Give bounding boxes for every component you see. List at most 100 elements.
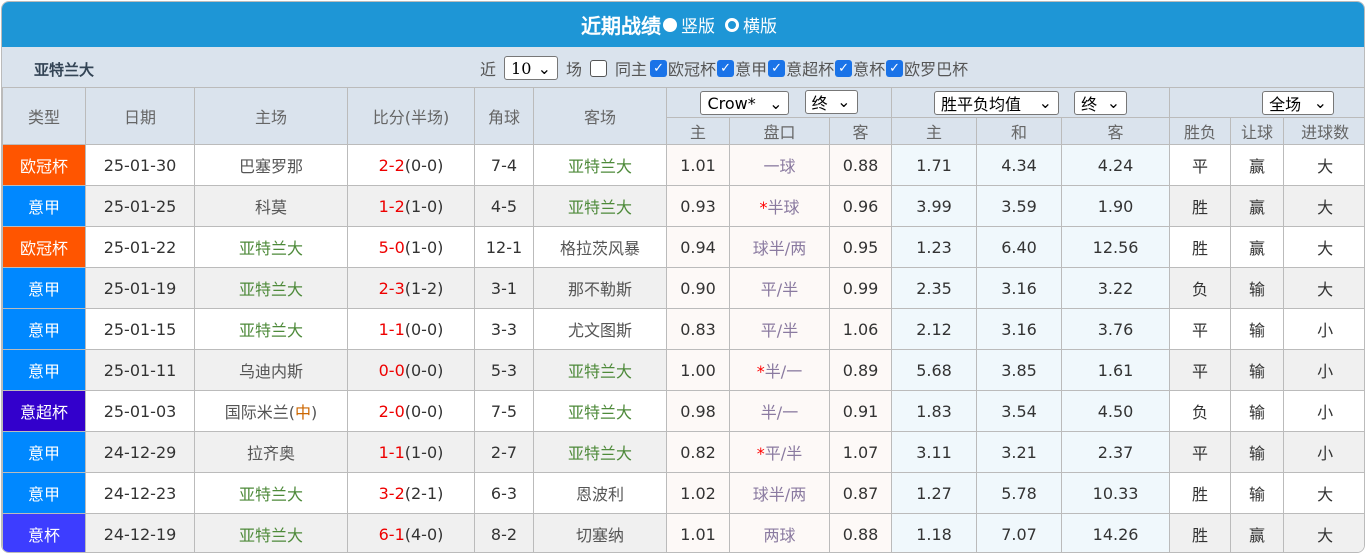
handicap-away: 0.87 [828,472,893,514]
away-team[interactable]: 那不勒斯 [533,267,667,309]
col-type: 类型 [2,87,86,145]
table-row[interactable]: 意甲 24-12-29 拉齐奥 1-1(1-0) 2-7 亚特兰大 0.82 *… [2,431,1364,473]
radio-vertical-label[interactable]: 竖版 [681,17,715,37]
home-team[interactable]: 国际米兰(中) [194,390,348,432]
handicap-home: 1.01 [666,513,730,552]
competition-checkbox[interactable]: ✓ [768,59,786,77]
away-team-name[interactable]: 那不勒斯 [567,280,632,299]
half-score: (0-0) [404,319,444,339]
odds-draw: 3.16 [976,308,1063,350]
away-team-name[interactable]: 亚特兰大 [567,157,632,176]
score: 1-1(0-0) [347,308,475,350]
home-team-name[interactable]: 亚特兰大 [238,280,303,299]
home-team-name[interactable]: 拉齐奥 [246,444,295,463]
match-count-select[interactable]: 10 ⌄ [504,56,559,80]
competition-checkbox[interactable]: ✓ [717,59,735,77]
away-team-name[interactable]: 切塞纳 [575,526,624,545]
same-home-checkbox[interactable] [590,59,608,77]
home-team-name[interactable]: 国际米兰 [224,403,289,422]
competition-checkbox[interactable]: ✓ [886,59,904,77]
odds-draw: 3.16 [976,267,1063,309]
half-score: (2-1) [404,483,444,503]
away-team-name[interactable]: 尤文图斯 [567,321,632,340]
home-team[interactable]: 亚特兰大 [194,472,348,514]
home-team[interactable]: 乌迪内斯 [194,349,348,391]
home-team[interactable]: 亚特兰大 [194,308,348,350]
home-team-name[interactable]: 巴塞罗那 [238,157,303,176]
away-team-name[interactable]: 亚特兰大 [567,403,632,422]
league-badge[interactable]: 意甲 [2,349,86,391]
league-badge[interactable]: 意甲 [2,431,86,473]
odds-draw: 7.07 [976,513,1063,552]
half-score: (1-0) [404,237,444,257]
table-row[interactable]: 意甲 24-12-23 亚特兰大 3-2(2-1) 6-3 恩波利 1.02 球… [2,472,1364,514]
away-team[interactable]: 亚特兰大 [533,431,667,473]
home-team[interactable]: 科莫 [194,185,348,227]
away-team[interactable]: 亚特兰大 [533,144,667,186]
home-team-name[interactable]: 乌迪内斯 [238,362,303,381]
away-team-name[interactable]: 格拉茨风暴 [559,239,640,258]
league-badge[interactable]: 意杯 [2,513,86,552]
away-team-name[interactable]: 亚特兰大 [567,198,632,217]
league-badge[interactable]: 意甲 [2,472,86,514]
radio-horizontal[interactable] [725,17,739,32]
home-team[interactable]: 拉齐奥 [194,431,348,473]
recent-suffix: 场 [566,60,583,79]
odds-stage-select[interactable]: 终 ⌄ [1074,90,1128,115]
goals-result: 大 [1283,472,1364,514]
table-row[interactable]: 意甲 25-01-15 亚特兰大 1-1(0-0) 3-3 尤文图斯 0.83 … [2,308,1364,350]
table-row[interactable]: 意甲 25-01-11 乌迪内斯 0-0(0-0) 5-3 亚特兰大 1.00 … [2,349,1364,391]
table-row[interactable]: 意杯 24-12-19 亚特兰大 6-1(4-0) 8-2 切塞纳 1.01 两… [2,513,1364,552]
away-team[interactable]: 尤文图斯 [533,308,667,350]
table-row[interactable]: 欧冠杯 25-01-22 亚特兰大 5-0(1-0) 12-1 格拉茨风暴 0.… [2,226,1364,268]
score: 2-3(1-2) [347,267,475,309]
odds-draw: 3.85 [976,349,1063,391]
league-badge[interactable]: 欧冠杯 [2,226,86,268]
league-badge[interactable]: 意甲 [2,185,86,227]
match-result: 平 [1169,349,1232,391]
away-team[interactable]: 格拉茨风暴 [533,226,667,268]
radio-horizontal-label[interactable]: 横版 [743,17,777,37]
match-result: 负 [1169,390,1232,432]
league-badge[interactable]: 欧冠杯 [2,144,86,186]
away-team[interactable]: 亚特兰大 [533,390,667,432]
odds-type-select[interactable]: 胜平负均值 ⌄ [934,90,1059,115]
match-date: 25-01-19 [85,267,195,309]
competition-checkbox[interactable]: ✓ [650,59,668,77]
league-badge[interactable]: 意甲 [2,267,86,309]
home-team[interactable]: 亚特兰大 [194,513,348,552]
home-team-name[interactable]: 亚特兰大 [238,485,303,504]
away-team-name[interactable]: 亚特兰大 [567,444,632,463]
filters: 近 10 ⌄ 场 同主 ✓ 欧冠杯 ✓ 意甲 ✓ 意超杯 ✓ 意杯 ✓ 欧罗巴杯 [480,56,968,80]
away-team-name[interactable]: 亚特兰大 [567,362,632,381]
score: 1-2(1-0) [347,185,475,227]
recent-prefix: 近 [480,60,497,79]
match-result: 平 [1169,308,1232,350]
competition-checkbox[interactable]: ✓ [835,59,853,77]
away-team[interactable]: 恩波利 [533,472,667,514]
full-score: 6-1 [378,524,405,544]
league-badge[interactable]: 意超杯 [2,390,86,432]
table-row[interactable]: 意甲 25-01-25 科莫 1-2(1-0) 4-5 亚特兰大 0.93 *半… [2,185,1364,227]
away-team[interactable]: 亚特兰大 [533,349,667,391]
table-row[interactable]: 欧冠杯 25-01-30 巴塞罗那 2-2(0-0) 7-4 亚特兰大 1.01… [2,144,1364,186]
home-team-name[interactable]: 亚特兰大 [238,321,303,340]
league-badge[interactable]: 意甲 [2,308,86,350]
home-team[interactable]: 巴塞罗那 [194,144,348,186]
handicap-result: 赢 [1230,185,1285,227]
away-team[interactable]: 切塞纳 [533,513,667,552]
table-row[interactable]: 意超杯 25-01-03 国际米兰(中) 2-0(0-0) 7-5 亚特兰大 0… [2,390,1364,432]
handicap-stage-select[interactable]: 终 ⌄ [804,89,858,114]
home-team[interactable]: 亚特兰大 [194,267,348,309]
away-team[interactable]: 亚特兰大 [533,185,667,227]
period-select[interactable]: 全场 ⌄ [1262,90,1335,115]
home-team[interactable]: 亚特兰大 [194,226,348,268]
home-team-name[interactable]: 亚特兰大 [238,239,303,258]
handicap-away: 0.89 [828,349,893,391]
home-team-name[interactable]: 亚特兰大 [238,526,303,545]
home-team-name[interactable]: 科莫 [254,198,287,217]
away-team-name[interactable]: 恩波利 [575,485,624,504]
radio-vertical[interactable] [663,17,677,32]
table-row[interactable]: 意甲 25-01-19 亚特兰大 2-3(1-2) 3-1 那不勒斯 0.90 … [2,267,1364,309]
handicap-company-select[interactable]: Crow* ⌄ [700,91,790,116]
